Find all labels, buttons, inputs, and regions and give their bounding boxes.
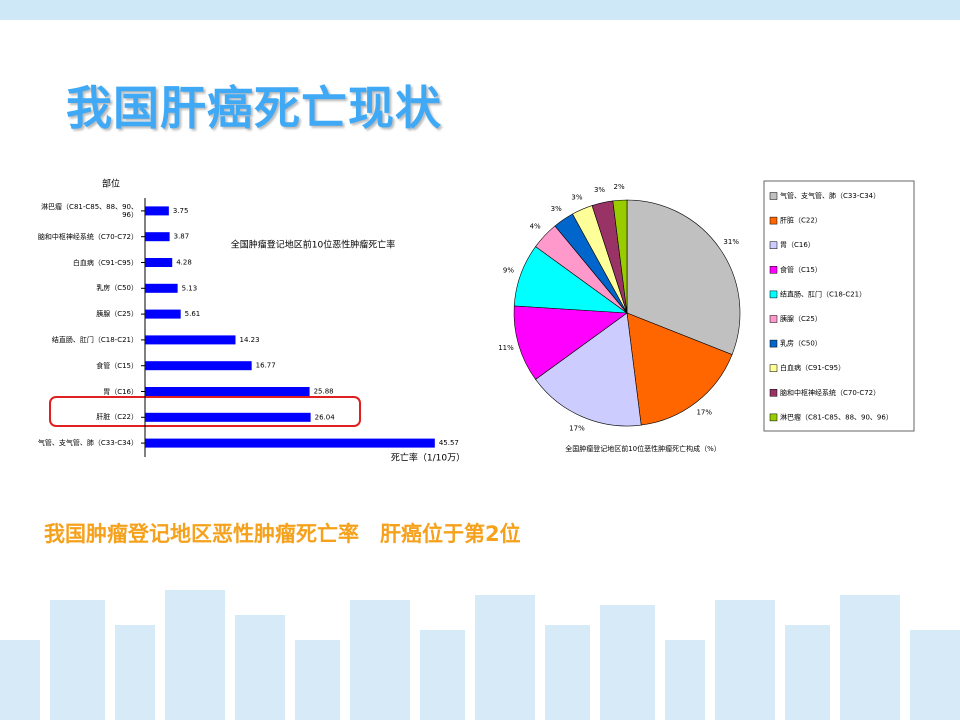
value-label: 26.04 bbox=[315, 413, 336, 421]
pie-slice bbox=[612, 199, 628, 314]
bar bbox=[145, 258, 173, 267]
category-label: 胃（C16） bbox=[103, 387, 138, 396]
value-label: 25.88 bbox=[314, 388, 334, 396]
value-label: 5.13 bbox=[182, 284, 198, 292]
value-label: 45.57 bbox=[439, 439, 459, 447]
legend-swatch bbox=[769, 266, 778, 274]
slice-label: 31% bbox=[723, 238, 739, 246]
category-label: 脑和中枢神经系统（C70-C72） bbox=[37, 232, 138, 241]
top-band bbox=[0, 0, 960, 20]
value-label: 3.87 bbox=[174, 233, 190, 241]
slice-label: 2% bbox=[614, 183, 625, 191]
bar bbox=[145, 387, 310, 396]
chart-title: 全国肿瘤登记地区前10位恶性肿瘤死亡构成（%） bbox=[565, 444, 721, 453]
skyline bbox=[0, 590, 960, 720]
legend-swatch bbox=[769, 389, 778, 397]
legend-swatch bbox=[769, 315, 778, 323]
value-label: 14.23 bbox=[240, 336, 260, 344]
legend-swatch bbox=[769, 216, 778, 225]
bar bbox=[145, 412, 311, 422]
highlight-box bbox=[49, 396, 361, 427]
bar bbox=[145, 309, 181, 319]
caption: 我国肿瘤登记地区恶性肿瘤死亡率 肝癌位于第2位 bbox=[44, 522, 521, 546]
legend-swatch bbox=[769, 413, 778, 422]
category-label: 结直肠、肛门（C18-C21） bbox=[51, 335, 138, 344]
category-label: 白血病（C91-C95） bbox=[72, 258, 138, 267]
legend-label: 淋巴瘤（C81-C85、88、90、96） bbox=[780, 412, 893, 421]
category-label: 乳房（C50） bbox=[96, 284, 138, 293]
legend-swatch bbox=[769, 339, 778, 348]
y-axis-title: 部位 bbox=[102, 178, 120, 190]
pie-slice bbox=[535, 312, 642, 427]
value-label: 5.61 bbox=[185, 310, 201, 318]
chart-title: 全国肿瘤登记地区前10位恶性肿瘤死亡率 bbox=[231, 239, 395, 251]
slice-label: 4% bbox=[530, 223, 541, 231]
slice-label: 3% bbox=[571, 193, 582, 201]
legend-swatch bbox=[769, 364, 778, 372]
slice-label: 9% bbox=[503, 266, 514, 274]
slice-label: 17% bbox=[696, 409, 712, 417]
legend-swatch bbox=[769, 290, 778, 299]
bar bbox=[145, 232, 170, 242]
legend-swatch bbox=[769, 241, 778, 249]
legend-box bbox=[763, 180, 915, 432]
bar bbox=[145, 438, 435, 448]
value-label: 16.77 bbox=[256, 362, 276, 370]
category-label: 胰腺（C25） bbox=[96, 310, 138, 319]
legend-label: 胃（C16） bbox=[780, 241, 815, 249]
legend-swatch bbox=[769, 192, 778, 200]
slice-label: 3% bbox=[551, 205, 562, 213]
category-label: 气管、支气管、肺（C33-C34） bbox=[37, 439, 138, 448]
pie-slice bbox=[626, 312, 733, 426]
value-label: 4.28 bbox=[176, 259, 192, 267]
legend-label: 结直肠、肛门（C18-C21） bbox=[780, 289, 866, 298]
legend-label: 气管、支气管、肺（C33-C34） bbox=[780, 191, 880, 200]
legend-label: 肝脏（C22） bbox=[780, 216, 822, 225]
slide-title: 我国肝癌死亡现状 bbox=[66, 81, 442, 135]
legend-label: 白血病（C91-C95） bbox=[780, 363, 845, 372]
category-label: 食管（C15） bbox=[96, 361, 138, 370]
pie-slice bbox=[626, 199, 741, 355]
legend-label: 乳房（C50） bbox=[780, 339, 822, 348]
legend-label: 脑和中枢神经系统（C70-C72） bbox=[780, 388, 880, 397]
pie-slice bbox=[513, 305, 628, 380]
bar bbox=[145, 206, 169, 216]
bar bbox=[145, 335, 236, 345]
bar bbox=[145, 283, 178, 293]
category-label: 肝脏（C22） bbox=[96, 413, 138, 422]
x-axis-title: 死亡率（1/10万） bbox=[391, 452, 465, 464]
legend-label: 胰腺（C25） bbox=[780, 314, 822, 323]
bar bbox=[145, 361, 252, 371]
slice-label: 17% bbox=[569, 425, 585, 433]
slice-label: 3% bbox=[594, 186, 605, 194]
category-label: 淋巴瘤（C81-C85、88、90、96） bbox=[41, 202, 138, 219]
value-label: 3.75 bbox=[173, 207, 189, 215]
slice-label: 11% bbox=[498, 344, 514, 352]
legend-label: 食管（C15） bbox=[780, 265, 822, 274]
